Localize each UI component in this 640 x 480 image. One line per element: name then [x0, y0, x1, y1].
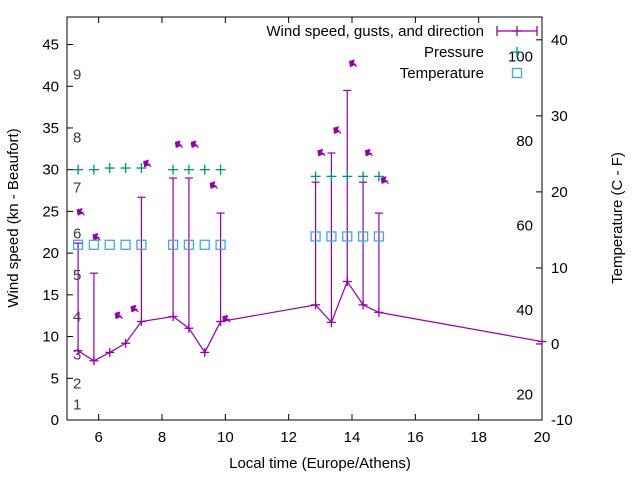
y-axis-right: -10 0 10 20 30 40: [536, 32, 573, 429]
wind-direction-arrow-icon: [333, 126, 342, 134]
temperature-marker: [199, 239, 210, 250]
y2-tick-label: 20: [551, 184, 568, 201]
y-tick-label: 25: [42, 203, 59, 220]
temperature-marker: [88, 239, 100, 250]
temperature-marker: [104, 239, 115, 250]
y2-axis-title: Temperature (C - F): [609, 152, 626, 284]
x-tick-label: 16: [407, 429, 424, 446]
wind-direction-arrow-icon: [364, 148, 374, 157]
temperature-marker: [120, 239, 131, 250]
legend-label: Pressure: [424, 44, 484, 61]
y2-tick-label: 0: [551, 336, 559, 353]
x-tick-label: 8: [158, 429, 166, 446]
beaufort-label: 5: [73, 267, 81, 284]
plot-border: [66, 16, 543, 421]
x-tick-label: 14: [344, 429, 361, 446]
y-tick-label: 35: [42, 120, 59, 137]
beaufort-label: 6: [73, 225, 81, 242]
y-tick-label: 20: [42, 245, 59, 262]
wind-direction-arrow-icon: [190, 140, 199, 149]
wind-direction-arrow-icon: [222, 314, 231, 323]
wind-direction-arrow-icon: [76, 207, 85, 216]
wind-direction-arrow-icon: [114, 311, 123, 320]
y-tick-label: 15: [42, 287, 59, 304]
beaufort-label: 1: [73, 396, 81, 413]
y2-fahrenheit-label: 100: [508, 49, 533, 66]
beaufort-label: 3: [73, 346, 81, 363]
y-axis-title: Wind speed (kn - Beaufort): [5, 128, 22, 307]
beaufort-label: 8: [73, 129, 81, 146]
y-tick-label: 40: [42, 78, 59, 95]
plot-frame: [66, 16, 543, 421]
x-tick-label: 20: [534, 429, 551, 446]
beaufort-label: 4: [73, 309, 81, 326]
y-tick-label: 5: [51, 370, 59, 387]
legend-sample-square: [511, 67, 523, 79]
legend-label: Temperature: [400, 65, 484, 82]
y2-fahrenheit-label: 20: [516, 387, 533, 404]
temperature-marker: [183, 239, 195, 250]
beaufort-scale-labels: 1 2 3 4 5 6 7 8 9: [73, 67, 81, 414]
y-tick-label: 45: [42, 37, 59, 54]
wind-speed-line: [77, 280, 543, 362]
y2-tick-label: 40: [551, 32, 568, 49]
y2-fahrenheit-label: 60: [516, 218, 533, 235]
temperature-marker: [215, 239, 226, 250]
y2-fahrenheit-label: 40: [516, 302, 533, 319]
y2-tick-label: 30: [551, 108, 568, 125]
x-tick-label: 18: [470, 429, 487, 446]
wind-direction-arrow-icon: [209, 181, 218, 190]
wind-direction-arrow-icon: [92, 232, 101, 241]
temperature-marker: [167, 239, 179, 250]
wind-direction-arrow-icon: [130, 304, 139, 313]
x-axis-title: Local time (Europe/Athens): [229, 455, 411, 472]
y2-tick-label: -10: [551, 412, 573, 429]
beaufort-label: 7: [73, 179, 81, 196]
wind-direction-arrow-icon: [174, 140, 184, 149]
temperature-marker: [342, 231, 353, 242]
temperature-marker: [357, 231, 369, 242]
temperature-marker: [72, 239, 84, 250]
series-pressure: [73, 163, 384, 182]
series-temperature: [72, 231, 385, 250]
y2-fahrenheit-label: 80: [516, 133, 533, 150]
temperature-marker: [310, 231, 321, 242]
chart-legend: Wind speed, gusts, and direction Pressure…: [266, 23, 538, 82]
x-tick-label: 10: [217, 429, 234, 446]
temperature-marker: [136, 239, 147, 250]
temperature-marker: [373, 231, 385, 242]
wind-direction-arrow-icon: [348, 59, 358, 68]
legend-label: Wind speed, gusts, and direction: [266, 23, 484, 40]
y2-tick-label: 10: [551, 260, 568, 277]
y-axis-left: 0 5 10 15 20 25 30 35 40 45: [42, 37, 73, 429]
beaufort-label: 2: [73, 375, 81, 392]
wind-direction-arrow-icon: [143, 159, 152, 168]
y-axis-right-fahrenheit: 20 40 60 80 100: [508, 49, 533, 404]
y-tick-label: 0: [51, 412, 59, 429]
x-tick-label: 6: [94, 429, 102, 446]
wind-direction-arrows: [76, 59, 389, 323]
temperature-marker: [326, 231, 337, 242]
beaufort-label: 9: [73, 67, 81, 84]
wind-direction-arrow-icon: [380, 176, 389, 185]
y-tick-label: 30: [42, 162, 59, 179]
y-tick-label: 10: [42, 329, 59, 346]
wind-direction-arrow-icon: [317, 148, 326, 157]
series-wind-speed: [73, 89, 547, 366]
x-tick-label: 12: [280, 429, 297, 446]
x-axis: 6 8 10 12 14 16 18 20: [94, 17, 550, 446]
